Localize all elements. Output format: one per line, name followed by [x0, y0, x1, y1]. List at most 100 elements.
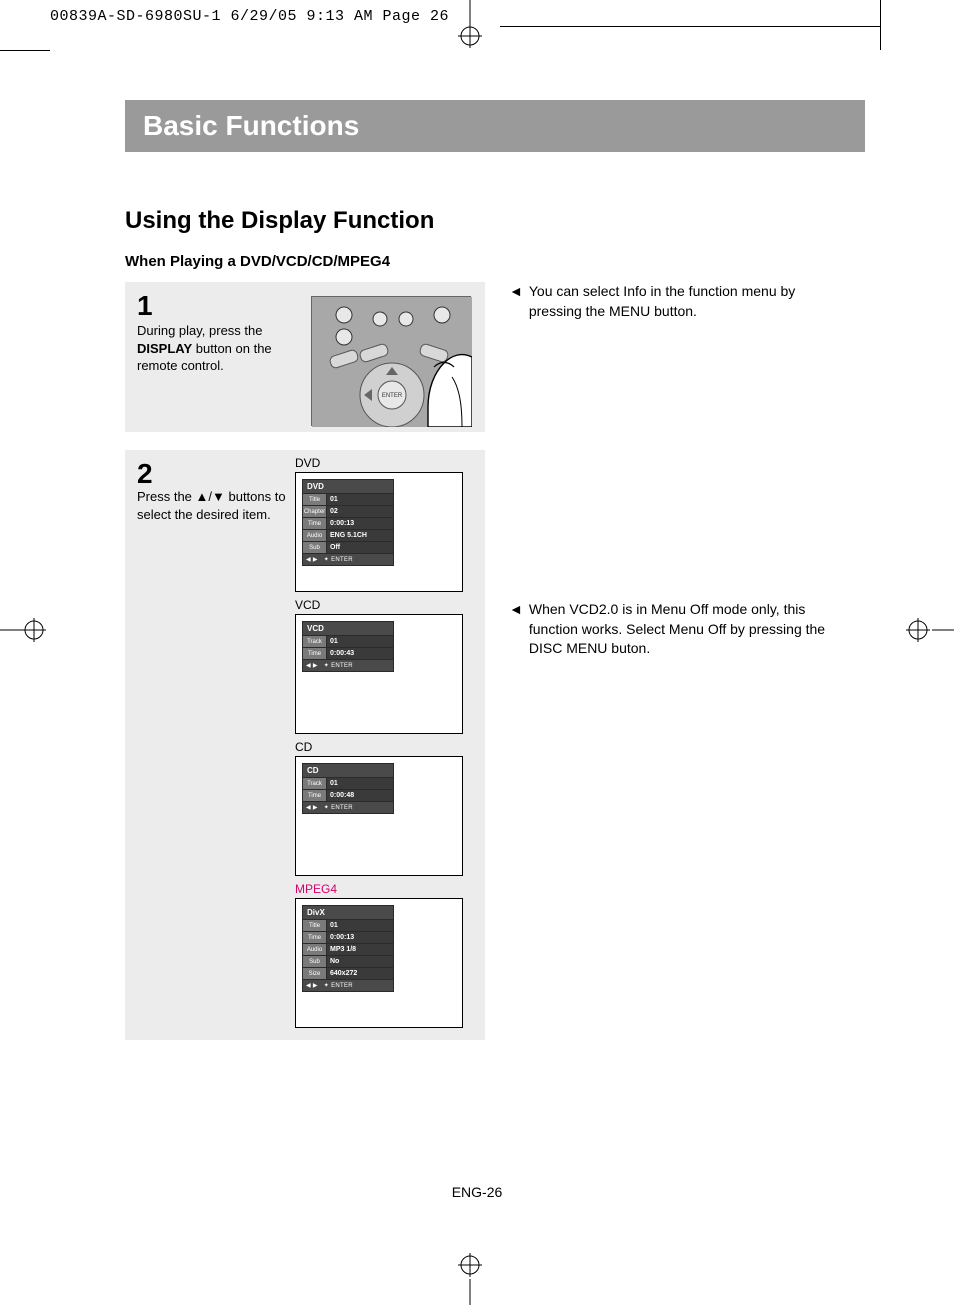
- osd-footer: ◀ ▶ ✦ ENTER: [302, 802, 394, 814]
- page-subheading: When Playing a DVD/VCD/CD/MPEG4: [125, 253, 865, 270]
- crop-mark-left: [0, 600, 60, 665]
- step2-text: Press the ▲/▼ buttons to select the desi…: [137, 488, 287, 523]
- osd-val: 0:00:13: [327, 518, 393, 529]
- osd-row: Title01: [302, 920, 394, 932]
- step2-row: 2 Press the ▲/▼ buttons to select the de…: [125, 450, 865, 1040]
- osd-footer: ◀ ▶ ✦ ENTER: [302, 980, 394, 992]
- note2: ◄ When VCD2.0 is in Menu Off mode only, …: [509, 600, 839, 659]
- osd-icon: Audio: [303, 530, 327, 541]
- osd-footer: ◀ ▶ ✦ ENTER: [302, 660, 394, 672]
- mpeg4-screen: DivX Title01 Time0:00:13 AudioMP3 1/8 Su…: [295, 898, 463, 1028]
- cut-line: [500, 26, 880, 27]
- osd-val: MP3 1/8: [327, 944, 393, 955]
- osd-icon: Chapter: [303, 506, 327, 517]
- dvd-osd: DVD Title01 Chapter02 Time0:00:13 AudioE…: [302, 479, 394, 566]
- osd-val: 0:00:48: [327, 790, 393, 801]
- page-heading: Using the Display Function: [125, 207, 865, 235]
- dvd-label: DVD: [295, 456, 473, 470]
- osd-row: Track01: [302, 778, 394, 790]
- osd-row: Size640x272: [302, 968, 394, 980]
- page-content: Basic Functions Using the Display Functi…: [125, 100, 865, 1040]
- note-arrow-icon: ◄: [509, 600, 523, 659]
- remote-illustration: ENTER: [311, 296, 471, 426]
- step1-box: 1 During play, press the DISPLAY button …: [125, 282, 485, 432]
- mpeg4-label: MPEG4: [295, 882, 473, 896]
- osd-nav-icon: ◀ ▶: [306, 662, 318, 669]
- osd-val: 640x272: [327, 968, 393, 979]
- osd-enter-label: ✦ ENTER: [324, 662, 353, 669]
- step2-box: 2 Press the ▲/▼ buttons to select the de…: [125, 450, 485, 1040]
- cd-osd: CD Track01 Time0:00:48 ◀ ▶ ✦ ENTER: [302, 763, 394, 814]
- osd-val: ENG 5.1CH: [327, 530, 393, 541]
- osd-nav-icon: ◀ ▶: [306, 982, 318, 989]
- osd-icon: Track: [303, 636, 327, 647]
- osd-icon: Size: [303, 968, 327, 979]
- osd-row: Time0:00:13: [302, 932, 394, 944]
- osd-row: SubOff: [302, 542, 394, 554]
- print-header: 00839A-SD-6980SU-1 6/29/05 9:13 AM Page …: [50, 8, 449, 25]
- osd-val: 01: [327, 494, 393, 505]
- osd-row: Title01: [302, 494, 394, 506]
- screens-column: DVD DVD Title01 Chapter02 Time0:00:13 Au…: [295, 450, 473, 1028]
- note-arrow-icon: ◄: [509, 282, 523, 321]
- osd-val: Off: [327, 542, 393, 553]
- step1-pre: During play, press the: [137, 323, 263, 338]
- osd-row: Time0:00:13: [302, 518, 394, 530]
- osd-icon: Time: [303, 932, 327, 943]
- cd-screen: CD Track01 Time0:00:48 ◀ ▶ ✦ ENTER: [295, 756, 463, 876]
- osd-icon: Title: [303, 494, 327, 505]
- osd-row: Chapter02: [302, 506, 394, 518]
- note2-wrapper: ◄ When VCD2.0 is in Menu Off mode only, …: [509, 600, 839, 659]
- crop-mark-bottom: [440, 1245, 500, 1310]
- osd-row: Time0:00:48: [302, 790, 394, 802]
- vcd-osd: VCD Track01 Time0:00:43 ◀ ▶ ✦ ENTER: [302, 621, 394, 672]
- dvd-screen: DVD Title01 Chapter02 Time0:00:13 AudioE…: [295, 472, 463, 592]
- osd-val: 0:00:13: [327, 932, 393, 943]
- osd-icon: Title: [303, 920, 327, 931]
- dvd-osd-title: DVD: [302, 479, 394, 494]
- osd-enter-label: ✦ ENTER: [324, 556, 353, 563]
- osd-val: 0:00:43: [327, 648, 393, 659]
- osd-row: Track01: [302, 636, 394, 648]
- page-number: ENG-26: [0, 1184, 954, 1200]
- crop-mark-right: [894, 600, 954, 665]
- cut-line: [0, 50, 50, 51]
- osd-row: SubNo: [302, 956, 394, 968]
- cd-osd-title: CD: [302, 763, 394, 778]
- osd-icon: Time: [303, 648, 327, 659]
- osd-icon: Track: [303, 778, 327, 789]
- osd-icon: Time: [303, 790, 327, 801]
- osd-enter-label: ✦ ENTER: [324, 982, 353, 989]
- osd-val: No: [327, 956, 393, 967]
- cut-line: [880, 0, 881, 50]
- osd-val: 01: [327, 778, 393, 789]
- step1-bold: DISPLAY: [137, 341, 192, 356]
- mpeg4-osd-title: DivX: [302, 905, 394, 920]
- osd-icon: Sub: [303, 542, 327, 553]
- osd-footer: ◀ ▶ ✦ ENTER: [302, 554, 394, 566]
- step1-text: During play, press the DISPLAY button on…: [137, 322, 287, 375]
- osd-row: Time0:00:43: [302, 648, 394, 660]
- vcd-label: VCD: [295, 598, 473, 612]
- note1-text: You can select Info in the function menu…: [529, 282, 839, 321]
- step1-row: 1 During play, press the DISPLAY button …: [125, 282, 865, 432]
- osd-val: 01: [327, 636, 393, 647]
- osd-icon: Time: [303, 518, 327, 529]
- osd-val: 01: [327, 920, 393, 931]
- note1: ◄ You can select Info in the function me…: [509, 282, 839, 321]
- osd-nav-icon: ◀ ▶: [306, 804, 318, 811]
- osd-icon: Audio: [303, 944, 327, 955]
- section-banner: Basic Functions: [125, 100, 865, 152]
- svg-text:ENTER: ENTER: [382, 393, 403, 399]
- osd-row: AudioENG 5.1CH: [302, 530, 394, 542]
- osd-val: 02: [327, 506, 393, 517]
- osd-nav-icon: ◀ ▶: [306, 556, 318, 563]
- vcd-osd-title: VCD: [302, 621, 394, 636]
- cd-label: CD: [295, 740, 473, 754]
- osd-icon: Sub: [303, 956, 327, 967]
- vcd-screen: VCD Track01 Time0:00:43 ◀ ▶ ✦ ENTER: [295, 614, 463, 734]
- mpeg4-osd: DivX Title01 Time0:00:13 AudioMP3 1/8 Su…: [302, 905, 394, 992]
- osd-row: AudioMP3 1/8: [302, 944, 394, 956]
- osd-enter-label: ✦ ENTER: [324, 804, 353, 811]
- note2-text: When VCD2.0 is in Menu Off mode only, th…: [529, 600, 839, 659]
